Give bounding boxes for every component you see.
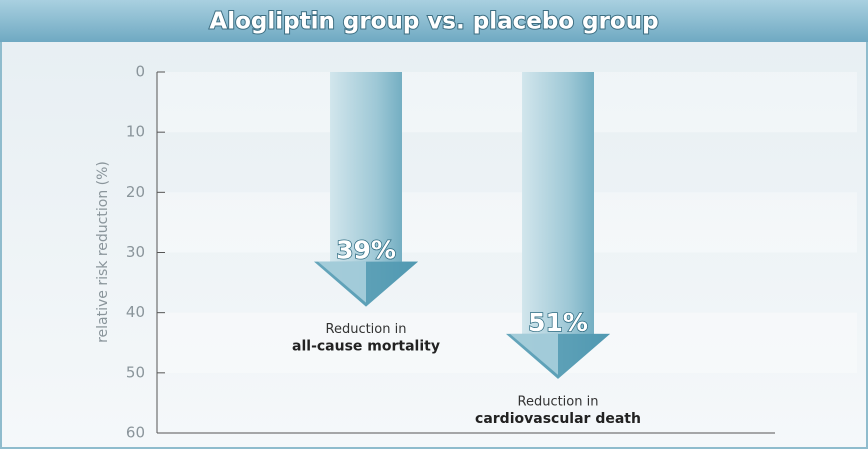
grid-band <box>157 72 857 133</box>
y-tick-label: 60 <box>126 424 145 442</box>
title-banner <box>0 0 868 42</box>
y-tick-label: 10 <box>126 123 145 141</box>
plot-area: 0 10 20 30 40 50 60 39% Reduction in all-cause mo… <box>126 63 857 442</box>
category-label: cardiovascular death <box>475 411 641 427</box>
category-label: Reduction in <box>326 322 407 337</box>
y-tick-label: 30 <box>126 243 145 261</box>
value-label: 51% <box>528 308 588 337</box>
grid-band <box>157 312 857 373</box>
category-label: all-cause mortality <box>292 339 440 355</box>
arrow <box>314 72 418 307</box>
y-axis-label: relative risk reduction (%) <box>95 161 111 343</box>
y-tick-label: 0 <box>135 63 145 81</box>
value-label: 39% <box>336 236 396 265</box>
grid-band <box>157 192 857 253</box>
y-tick-label: 40 <box>126 303 145 321</box>
arrow-highlight <box>318 261 366 303</box>
y-tick-label: 50 <box>126 363 145 381</box>
chart-title: Alogliptin group vs. placebo group <box>209 9 658 35</box>
y-tick-label: 20 <box>126 183 145 201</box>
category-label: Reduction in <box>518 394 599 409</box>
arrow <box>506 72 610 379</box>
arrow-highlight <box>510 333 558 375</box>
